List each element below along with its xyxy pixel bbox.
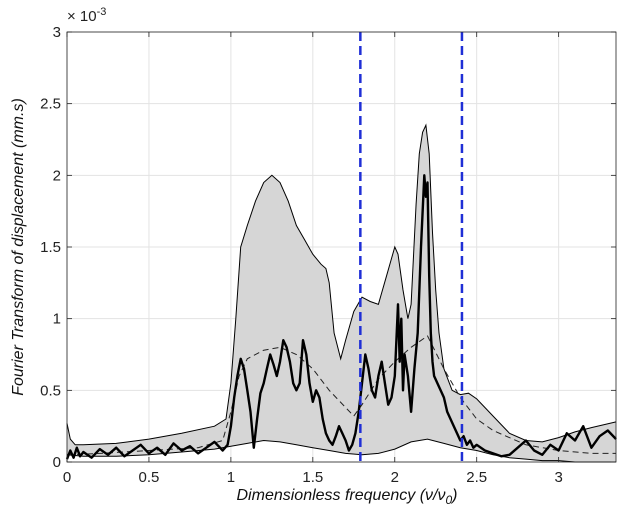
ticks: 0 0.5 1 1.5 2 2.5 3 0 0.5 1 1.5 2 2.5 3 [40,24,616,486]
upper-envelope-line [66,123,617,446]
y-tick-label: 2.5 [40,96,61,113]
x-axis-label: Dimensionless frequency (ν/ν0) [237,487,458,507]
y-tick-label: 2 [53,167,61,184]
x-tick-label: 2 [391,469,399,486]
y-tick-label: 0.5 [40,382,61,399]
y-exponent: × 10-3 [67,6,106,25]
confidence-band [67,125,616,462]
x-tick-label: 0.5 [139,469,160,486]
mean-dashed-line [66,335,616,456]
y-tick-label: 0 [53,454,61,471]
lower-envelope-line [66,438,616,463]
y-tick-label: 1.5 [40,239,61,256]
plot-area [65,32,617,463]
x-tick-label: 2.5 [466,469,487,486]
x-tick-label: 1.5 [302,469,323,486]
y-axis-label: Fourier Transform of displacement (mm.s) [10,98,27,396]
y-tick-label: 1 [53,311,61,328]
x-tick-label: 0 [63,469,71,486]
x-tick-label: 1 [227,469,235,486]
main-spectrum-line [65,174,617,460]
x-tick-label: 3 [554,469,562,486]
y-tick-label: 3 [53,24,61,41]
